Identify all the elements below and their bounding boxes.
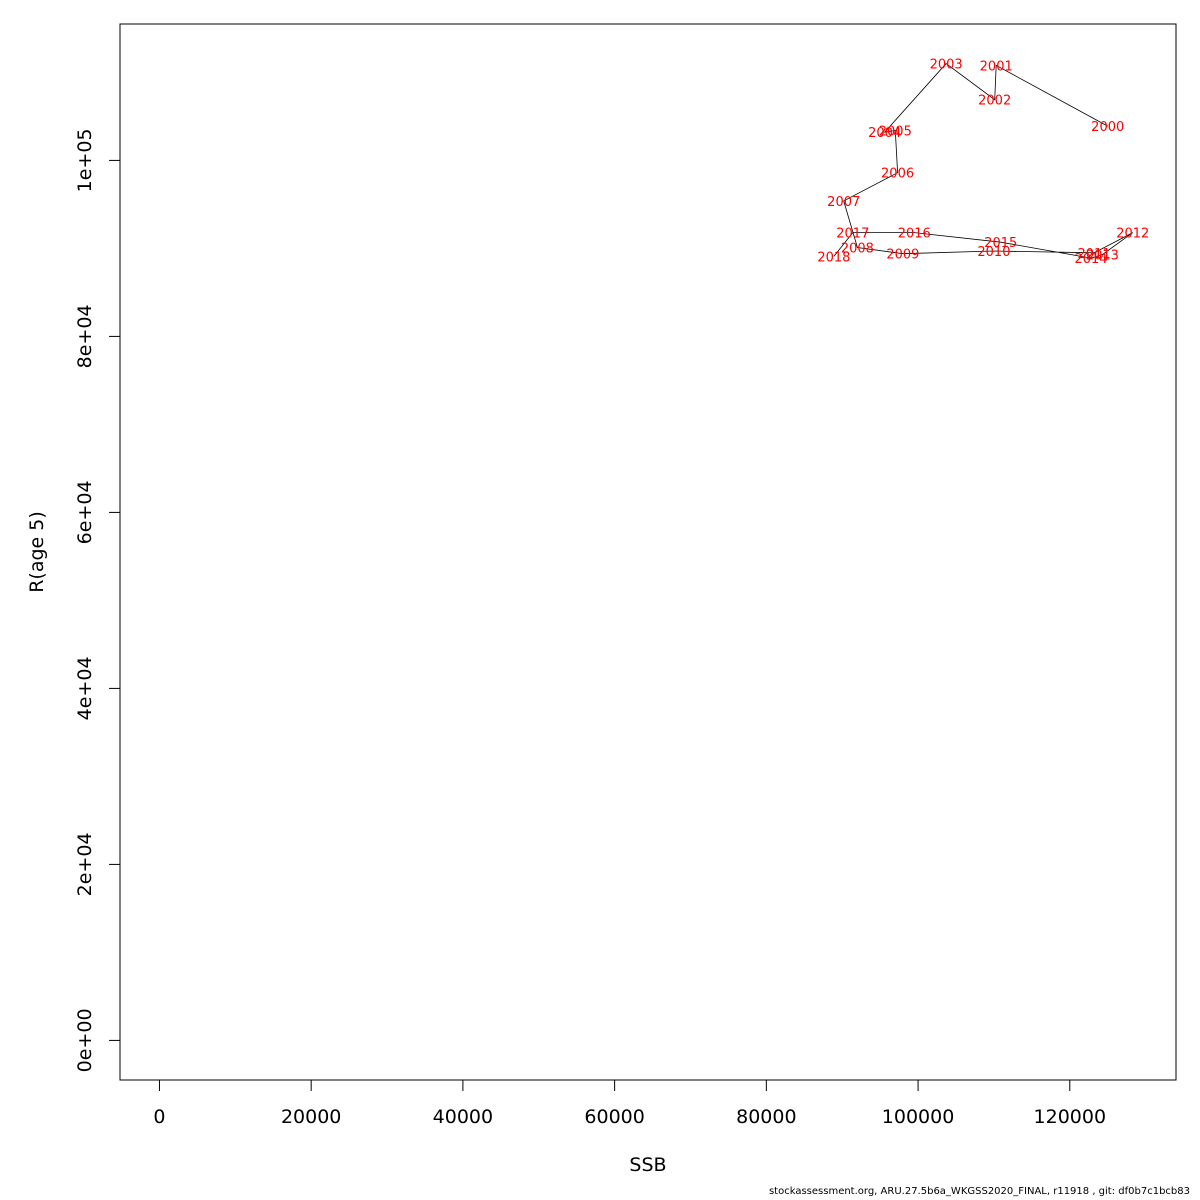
point-label: 2005 bbox=[879, 124, 912, 139]
y-tick-label: 1e+05 bbox=[74, 128, 96, 192]
point-label: 2014 bbox=[1074, 252, 1107, 267]
y-tick-label: 2e+04 bbox=[74, 832, 96, 896]
point-label: 2016 bbox=[898, 227, 931, 242]
point-label: 2015 bbox=[984, 236, 1017, 251]
point-label: 2013 bbox=[1086, 249, 1119, 264]
x-tick-label: 60000 bbox=[584, 1106, 644, 1128]
x-tick-label: 20000 bbox=[281, 1106, 341, 1128]
x-axis-title: SSB bbox=[629, 1154, 666, 1176]
point-label: 2003 bbox=[930, 58, 963, 73]
point-label: 2011 bbox=[1078, 247, 1111, 262]
point-label: 2004 bbox=[868, 126, 901, 141]
footer-note: stockassessment.org, ARU.27.5b6a_WKGSS20… bbox=[768, 1186, 1190, 1197]
y-tick-label: 0e+00 bbox=[74, 1008, 96, 1072]
point-label: 2009 bbox=[886, 248, 919, 263]
point-label: 2010 bbox=[977, 245, 1010, 260]
point-label: 2012 bbox=[1116, 227, 1149, 242]
point-label: 2007 bbox=[827, 195, 860, 210]
x-tick-label: 40000 bbox=[433, 1106, 493, 1128]
y-tick-label: 8e+04 bbox=[74, 304, 96, 368]
plot-area-frame bbox=[119, 23, 1177, 1081]
x-tick-label: 100000 bbox=[882, 1106, 955, 1128]
y-axis-title: R(age 5) bbox=[26, 511, 48, 593]
y-tick-label: 6e+04 bbox=[74, 480, 96, 544]
point-label: 2001 bbox=[980, 59, 1013, 74]
point-label: 2017 bbox=[836, 227, 869, 242]
x-tick-label: 0 bbox=[153, 1106, 165, 1128]
x-tick-label: 120000 bbox=[1034, 1106, 1107, 1128]
series-ssb-recruitment bbox=[833, 63, 1134, 259]
point-label: 2008 bbox=[841, 242, 874, 257]
point-label: 2002 bbox=[978, 94, 1011, 109]
x-axis: 0 20000 40000 60000 80000 100000 120000 bbox=[153, 1079, 1107, 1128]
trajectory-line bbox=[833, 63, 1134, 259]
y-axis: 0e+00 2e+04 4e+04 6e+04 8e+04 1e+05 bbox=[74, 128, 121, 1072]
x-tick-label: 80000 bbox=[736, 1106, 796, 1128]
point-label: 2006 bbox=[881, 167, 914, 182]
y-tick-label: 4e+04 bbox=[74, 656, 96, 720]
point-label: 2018 bbox=[817, 250, 850, 265]
point-label: 2000 bbox=[1091, 120, 1124, 135]
